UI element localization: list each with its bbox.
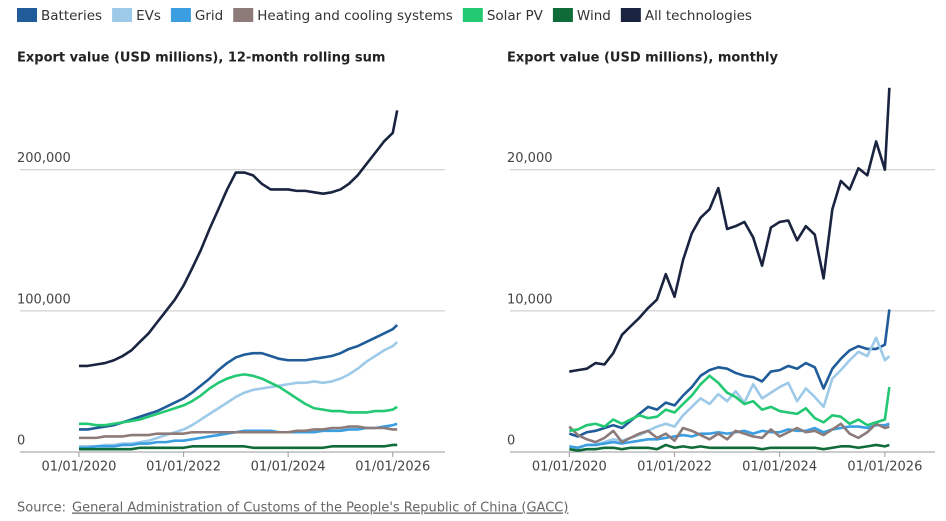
series-line: [78, 443, 398, 451]
chart-title: Export value (USD millions), 12-month ro…: [17, 51, 385, 66]
legend-swatch: [233, 8, 254, 22]
y-tick-label: 20,000: [507, 151, 553, 166]
legend-label: All technologies: [645, 8, 752, 24]
series-line: [569, 422, 890, 450]
y-tick-label: 200,000: [17, 151, 71, 166]
y-tick-label: 100,000: [17, 292, 71, 307]
legend: Batteries EVs Grid Heating and cooling syst…: [17, 8, 752, 24]
series-line: [78, 373, 398, 427]
legend-swatch: [462, 8, 483, 22]
series-line: [568, 309, 891, 438]
series-line: [569, 443, 890, 452]
y-tick-label: 0: [507, 434, 515, 449]
legend-swatch: [17, 8, 37, 22]
x-tick-label: 01/01/2024: [742, 460, 817, 475]
series-line: [78, 425, 398, 440]
chart-title: Export value (USD millions), monthly: [507, 51, 778, 66]
x-tick-label: 01/01/2026: [355, 460, 430, 475]
legend-label: Solar PV: [487, 8, 544, 24]
source-link[interactable]: General Administration of Customs of the…: [72, 501, 568, 516]
series-line: [569, 374, 891, 433]
legend-label: EVs: [136, 8, 161, 24]
series-line: [569, 87, 891, 373]
legend-label: Grid: [195, 8, 223, 24]
legend-label: Batteries: [41, 8, 102, 24]
x-tick-label: 01/01/2020: [532, 460, 607, 475]
legend-swatch: [552, 8, 573, 22]
legend-swatch: [620, 8, 641, 22]
legend-label: Heating and cooling systems: [257, 8, 453, 24]
source-prefix: Source:: [17, 501, 66, 516]
series-line: [568, 422, 890, 444]
x-tick-label: 01/01/2020: [42, 460, 117, 475]
x-tick-label: 01/01/2022: [637, 460, 712, 475]
legend-swatch: [170, 8, 191, 22]
legend-swatch: [112, 8, 133, 22]
legend-label: Wind: [577, 8, 611, 24]
x-tick-label: 01/01/2024: [251, 460, 326, 475]
x-tick-label: 01/01/2026: [847, 460, 922, 475]
y-tick-label: 10,000: [507, 292, 553, 307]
series-line: [78, 340, 399, 448]
y-tick-label: 0: [17, 434, 25, 449]
series-line: [78, 110, 399, 368]
x-tick-label: 01/01/2022: [146, 460, 221, 475]
series-line: [78, 324, 399, 431]
